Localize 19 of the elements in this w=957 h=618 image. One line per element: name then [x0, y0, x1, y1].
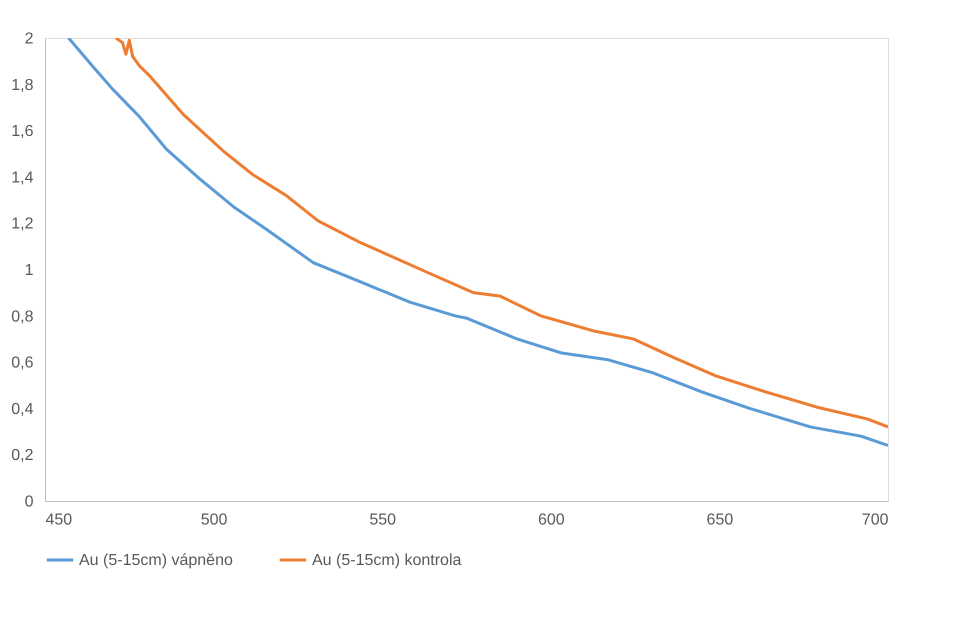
- y-tick-label: 0: [24, 494, 34, 510]
- y-tick-label: 0,6: [11, 354, 34, 372]
- x-tick-label: 600: [538, 512, 565, 528]
- y-tick-label: 1,8: [11, 76, 34, 94]
- y-tick-label: 0,2: [11, 447, 34, 464]
- y-tick-label: 2: [24, 30, 34, 48]
- x-tick-label: 500: [200, 512, 228, 528]
- y-tick-label: 0,8: [11, 308, 34, 326]
- y-tick-label: 0,4: [11, 400, 34, 418]
- x-tick-label: 450: [46, 512, 72, 528]
- y-tick-label: 1: [24, 262, 34, 279]
- x-tick-label: 700: [862, 512, 889, 528]
- legend-label: Au (5-15cm) kontrola: [312, 552, 462, 569]
- y-tick-label: 1,6: [11, 123, 34, 140]
- y-tick-label: 1,4: [11, 169, 34, 186]
- y-tick-label: 1,2: [11, 216, 34, 233]
- x-tick-label: 550: [369, 512, 396, 528]
- legend-label: Au (5-15cm) vápněno: [79, 552, 233, 569]
- x-tick-label: 650: [706, 512, 734, 528]
